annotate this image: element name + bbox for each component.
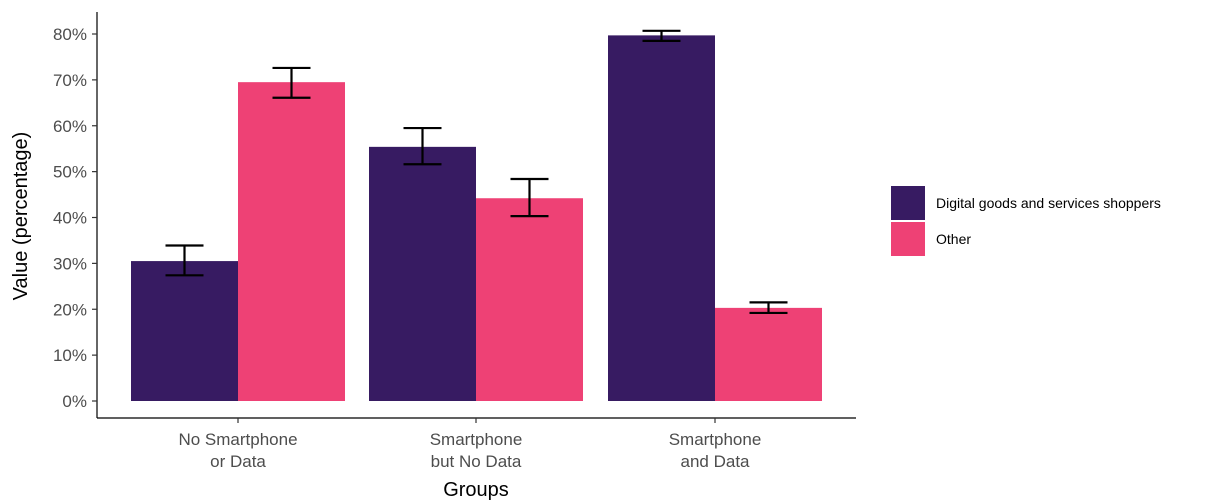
x-axis-title: Groups <box>443 479 509 501</box>
error-bar <box>165 244 204 277</box>
legend-swatch <box>891 222 925 256</box>
error-bar <box>642 29 681 42</box>
bar-shoppers <box>608 35 715 401</box>
x-ticks: No Smartphone or Data Smartphone but No Dat… <box>178 418 761 471</box>
x-tick-label: No Smartphone <box>178 430 297 449</box>
bar-other <box>715 307 822 401</box>
error-bar <box>272 66 311 99</box>
x-tick-label: Smartphone <box>430 430 523 449</box>
error-bar <box>749 301 788 315</box>
legend: Digital goods and services shoppers Other <box>891 186 1161 256</box>
x-tick-label: and Data <box>681 452 751 471</box>
y-tick-label: 40% <box>53 209 87 228</box>
legend-label: Digital goods and services shoppers <box>936 195 1161 211</box>
y-tick-label: 20% <box>53 300 87 319</box>
y-tick-label: 60% <box>53 117 87 136</box>
y-tick-label: 0% <box>62 392 87 411</box>
bar-other <box>238 82 345 401</box>
error-bars <box>165 29 788 315</box>
x-tick-label: but No Data <box>431 452 522 471</box>
y-tick-label: 70% <box>53 71 87 90</box>
legend-label: Other <box>936 231 971 247</box>
x-tick-label: Smartphone <box>669 430 762 449</box>
error-bar <box>510 177 549 218</box>
y-tick-label: 50% <box>53 163 87 182</box>
y-tick-label: 80% <box>53 25 87 44</box>
y-tick-label: 10% <box>53 346 87 365</box>
y-ticks: 0% 10% 20% 30% 40% 50% 60% 70% 80% <box>53 25 97 411</box>
error-bar <box>403 126 442 166</box>
x-tick-label: or Data <box>210 452 266 471</box>
legend-swatch <box>891 186 925 220</box>
plot-area <box>131 35 822 401</box>
bar-other <box>476 198 583 401</box>
bar-shoppers <box>131 261 238 401</box>
y-axis-title: Value (percentage) <box>10 132 32 301</box>
bar-shoppers <box>369 146 476 401</box>
y-tick-label: 30% <box>53 254 87 273</box>
